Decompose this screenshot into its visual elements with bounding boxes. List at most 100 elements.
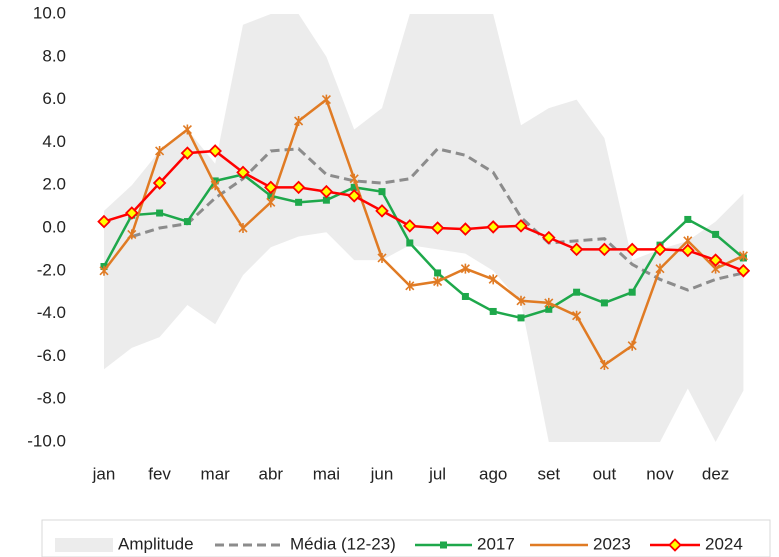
marker	[708, 253, 723, 267]
x-tick-label: fev	[148, 464, 171, 483]
marker	[267, 192, 275, 200]
legend-label: 2023	[593, 534, 631, 553]
x-tick-label: out	[593, 464, 617, 483]
x-tick-label: mar	[201, 464, 231, 483]
marker	[600, 299, 608, 307]
legend-label: Amplitude	[118, 534, 194, 553]
marker	[458, 222, 473, 236]
marker	[516, 295, 526, 306]
marker	[684, 215, 692, 223]
marker	[712, 230, 720, 238]
y-tick-label: -6.0	[37, 346, 66, 365]
marker	[264, 180, 278, 195]
marker	[375, 204, 389, 218]
y-tick-label: 0.0	[42, 217, 66, 236]
x-tick-label: nov	[646, 464, 674, 483]
y-tick-label: -8.0	[37, 389, 66, 408]
legend-label: 2024	[705, 534, 743, 553]
marker	[738, 250, 748, 261]
marker	[488, 274, 498, 285]
marker	[182, 124, 192, 135]
plot-area	[97, 14, 750, 442]
marker	[405, 280, 415, 291]
marker	[97, 214, 111, 229]
marker	[350, 183, 358, 191]
y-tick-label: -2.0	[37, 260, 66, 279]
x-tick-label: jan	[92, 464, 116, 483]
marker	[544, 297, 554, 308]
marker	[210, 180, 220, 191]
marker	[627, 340, 637, 351]
marker	[347, 189, 361, 203]
x-tick-label: mai	[313, 464, 340, 483]
marker	[322, 196, 330, 204]
marker	[152, 176, 167, 190]
x-tick-label: ago	[479, 464, 507, 483]
legend-marker	[668, 538, 682, 552]
marker	[349, 173, 359, 184]
marker	[208, 144, 222, 158]
legend-label: 2017	[477, 534, 515, 553]
series-line	[131, 147, 744, 292]
marker	[542, 230, 556, 245]
marker	[294, 116, 304, 126]
marker	[681, 243, 695, 258]
marker	[183, 218, 191, 226]
marker	[403, 219, 417, 233]
marker	[238, 223, 248, 233]
legend-swatch	[55, 538, 113, 552]
y-tick-label: -4.0	[37, 303, 66, 322]
marker	[489, 307, 497, 315]
marker	[155, 145, 165, 156]
y-tick-label: 8.0	[42, 46, 66, 65]
marker	[377, 252, 387, 263]
marker	[266, 197, 276, 208]
marker	[572, 310, 582, 321]
marker	[180, 146, 195, 160]
marker	[653, 242, 667, 257]
marker	[378, 188, 386, 196]
x-tick-label: jun	[370, 464, 394, 483]
marker	[625, 242, 639, 257]
y-tick-label: 6.0	[42, 89, 66, 108]
marker	[321, 94, 331, 105]
marker	[599, 359, 609, 370]
marker	[291, 180, 306, 195]
marker	[125, 206, 139, 220]
marker	[434, 269, 442, 277]
marker	[545, 305, 553, 313]
marker	[460, 263, 470, 274]
marker	[406, 239, 414, 247]
marker	[236, 165, 250, 180]
marker	[597, 242, 612, 257]
marker	[430, 221, 445, 235]
marker	[628, 288, 636, 296]
marker	[461, 292, 469, 300]
marker	[517, 314, 525, 322]
marker	[156, 209, 164, 217]
marker	[486, 220, 500, 234]
x-tick-label: set	[537, 464, 560, 483]
marker	[569, 242, 584, 257]
legend-label: Média (12-23)	[290, 534, 396, 553]
marker	[127, 229, 137, 240]
marker	[295, 198, 303, 206]
marker	[655, 263, 665, 274]
marker	[433, 276, 443, 287]
y-tick-label: 2.0	[42, 175, 66, 194]
marker	[99, 265, 109, 276]
y-tick-label: -10.0	[27, 431, 66, 450]
y-tick-label: 10.0	[33, 3, 66, 22]
marker	[573, 288, 581, 296]
marker	[514, 219, 528, 233]
x-tick-label: dez	[702, 464, 729, 483]
marker	[736, 264, 750, 278]
x-tick-label: jul	[428, 464, 446, 483]
x-tick-label: abr	[259, 464, 284, 483]
legend-marker	[440, 541, 447, 549]
legend-box	[41, 519, 771, 557]
marker	[319, 184, 334, 199]
y-tick-label: 4.0	[42, 132, 66, 151]
series-line	[103, 97, 744, 367]
